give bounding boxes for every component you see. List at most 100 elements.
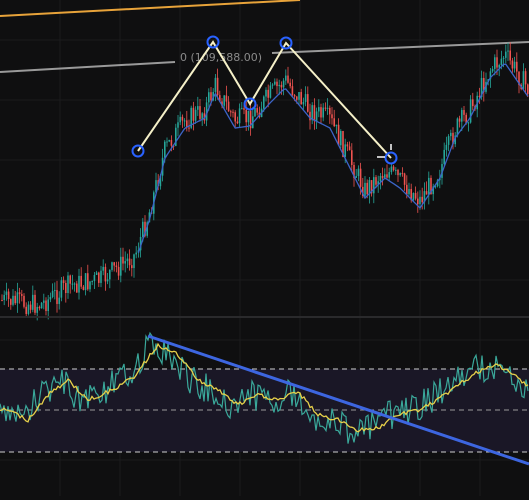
candle-body [95,272,98,276]
candle-body [498,65,500,68]
candle-body [445,144,448,150]
oscillator-fast-line [0,331,529,444]
candle-body [285,75,287,81]
candle-body [225,95,228,102]
candle-body [351,150,353,166]
candle-body [274,81,276,85]
candle-body [208,92,210,103]
candle-body [443,149,445,165]
pattern-handle [243,97,257,111]
candle-body [106,279,109,282]
candle-body [355,176,357,178]
candle-body [36,306,38,313]
candle-body [100,270,102,283]
candle-body [496,57,498,68]
candle-body [109,269,111,280]
candle-body [216,77,219,96]
candle-body [302,102,305,105]
candle-body [524,71,527,85]
candle-body [406,184,408,195]
candle-body [390,166,393,173]
candle-body [280,84,283,88]
candle-body [32,294,34,310]
candle-body [60,280,63,298]
candle-body [511,60,514,69]
candle-body [315,111,318,122]
candle-body [483,77,485,92]
candle-body [333,118,335,127]
candle-body [458,118,461,122]
candle-body [236,121,239,124]
candle-body [117,266,120,276]
candle-body [320,107,322,118]
candle-body [43,300,45,303]
candle-body [58,297,60,304]
candle-body [179,116,181,123]
candle-body [98,272,100,283]
candle-body [516,61,518,72]
candle-body [126,258,129,262]
gray-horizontal-ray[interactable] [0,61,176,73]
candle-body [91,281,93,283]
candle-body [175,127,177,146]
candle-body [408,189,410,195]
candle-body [384,174,386,178]
candle-body [115,265,118,267]
candle-body [12,295,14,305]
candle-body [425,191,428,195]
candle-body [452,132,454,145]
gray-horizontal-ray-right[interactable] [271,41,529,54]
candle-body [491,68,494,72]
candle-body [23,295,25,307]
candle-body [379,175,382,182]
candle-body [69,275,71,284]
pattern-line [137,40,392,159]
candle-body [344,144,346,157]
candle-body [465,114,467,124]
candle-body [375,177,377,185]
candle-body [201,113,203,119]
candle-body [472,99,474,107]
head-and-shoulders-pattern[interactable] [131,35,398,165]
candle-body [386,174,388,178]
candle-body [113,262,115,266]
candle-body [249,110,252,129]
candle-body [111,262,113,270]
candle-body [155,180,157,193]
candle-body [313,105,316,122]
candle-body [1,300,3,301]
candle-body [463,110,465,115]
candle-body [168,139,170,142]
candle-body [128,258,131,266]
candle-body [144,221,146,236]
candle-body [340,130,342,146]
candle-body [527,84,529,94]
candle-body [478,95,481,97]
candle-body [265,89,267,97]
candle-body [102,266,104,271]
candle-body [203,113,206,121]
oscillator-trendline[interactable] [147,334,529,466]
candle-body [40,302,43,309]
candle-body [456,118,459,136]
candle-body [51,290,54,297]
candle-body [135,252,137,255]
candle-body [518,71,520,85]
candle-body [87,273,89,290]
candle-body [467,122,470,124]
candle-body [267,89,269,98]
candle-body [307,94,309,112]
pattern-handle [206,35,220,49]
candle-body [16,292,19,304]
candle-body [489,71,492,80]
candle-body [513,61,516,69]
candle-body [300,92,302,105]
candle-body [502,57,505,59]
candle-body [276,81,278,87]
candle-body [159,175,162,187]
candle-body [49,296,52,300]
orange-trendline[interactable] [0,0,301,17]
candle-body [505,51,507,58]
pattern-handle [131,144,145,158]
